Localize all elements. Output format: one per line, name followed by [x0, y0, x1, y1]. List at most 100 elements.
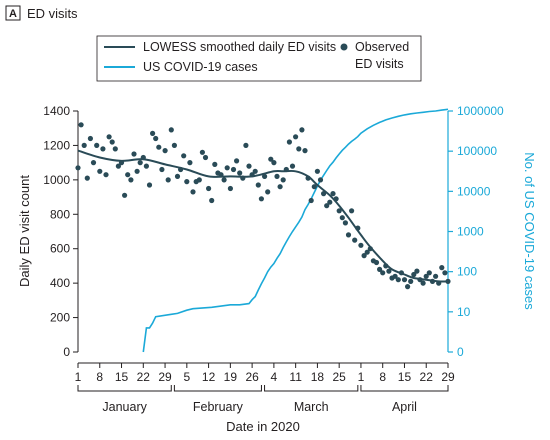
observed-point	[181, 153, 187, 159]
observed-point	[380, 270, 386, 276]
month-bracket	[360, 385, 449, 392]
observed-point	[94, 142, 100, 148]
month-label: April	[392, 400, 417, 414]
observed-point	[190, 189, 196, 195]
observed-point	[274, 173, 280, 179]
observed-point	[140, 154, 146, 161]
observed-point	[78, 122, 84, 128]
observed-point	[271, 160, 277, 166]
x-tick-label: 15	[398, 370, 412, 384]
observed-point	[289, 163, 296, 169]
legend-covid-label: US COVID-19 cases	[143, 60, 258, 74]
observed-point	[426, 270, 432, 276]
legend-observed-label-line2: ED visits	[355, 57, 404, 71]
legend-lowess-label: LOWESS smoothed daily ED visits	[143, 40, 336, 54]
observed-point	[367, 246, 373, 252]
observed-point	[439, 265, 445, 271]
observed-point	[125, 172, 131, 178]
right-tick-label: 100000	[457, 144, 497, 158]
x-ticks: 1 8 15 22 29 5 12 19 26 4 11 18 25 1 8 15 22 29	[75, 363, 455, 384]
observed-point	[122, 192, 128, 198]
observed-point	[128, 177, 134, 183]
x-tick-label: 1	[358, 370, 365, 384]
observed-point	[258, 196, 264, 202]
panel-letter: A	[9, 8, 17, 20]
observed-point	[255, 182, 261, 188]
observed-point	[401, 277, 408, 283]
observed-point	[308, 197, 314, 204]
x-tick-label: 22	[420, 370, 434, 384]
panel-letter-box	[5, 5, 21, 21]
observed-point	[202, 154, 209, 161]
month-bracket	[264, 385, 359, 392]
observed-point	[199, 149, 205, 155]
observed-point	[383, 263, 389, 269]
observed-point	[115, 163, 121, 169]
x-tick-label: 5	[183, 370, 190, 384]
observed-point	[342, 220, 348, 226]
left-tick-label: 200	[50, 311, 70, 325]
observed-point	[171, 142, 177, 148]
observed-point	[187, 160, 193, 166]
observed-point	[277, 184, 283, 190]
observed-point	[324, 203, 330, 209]
observed-point	[174, 173, 181, 179]
observed-point	[345, 232, 352, 238]
observed-point	[143, 163, 149, 169]
observed-point	[293, 134, 299, 140]
x-tick-label: 11	[289, 370, 302, 384]
x-tick-label: 18	[311, 370, 325, 384]
observed-point	[280, 177, 286, 183]
observed-point	[429, 278, 436, 284]
observed-point	[150, 130, 156, 136]
left-tick-label: 1400	[43, 104, 70, 118]
y-axis-title: Daily ED visit count	[17, 175, 32, 287]
observed-point	[436, 280, 442, 286]
observed-point	[159, 166, 165, 173]
month-label: March	[294, 400, 329, 414]
observed-point	[218, 172, 224, 178]
observed-point	[234, 158, 240, 164]
observed-point	[355, 225, 361, 231]
observed-point	[311, 184, 317, 190]
month-brackets: January February March April	[77, 385, 449, 414]
observed-point	[433, 273, 439, 279]
observed-point	[286, 139, 292, 145]
month-label: February	[193, 400, 244, 414]
observed-point	[109, 139, 115, 145]
y2-axis-title: No. of US COVID-19 cases	[522, 152, 537, 310]
observed-point	[373, 259, 380, 266]
observed-point	[184, 179, 190, 185]
left-tick-label: 800	[50, 207, 70, 221]
x-tick-label: 12	[202, 370, 216, 384]
observed-point	[237, 170, 243, 176]
observed-point	[339, 215, 345, 221]
observed-point	[411, 271, 417, 278]
month-bracket	[77, 385, 172, 392]
observed-point	[445, 278, 451, 284]
right-tick-label: 10	[457, 305, 471, 319]
observed-point	[414, 268, 420, 274]
observed-point	[162, 148, 168, 154]
observed-point	[420, 280, 426, 286]
observed-point	[349, 208, 355, 214]
legend: LOWESS smoothed daily ED visits US COVID…	[96, 35, 422, 82]
observed-point	[330, 191, 336, 197]
observed-point	[165, 177, 171, 183]
observed-point	[146, 182, 153, 188]
observed-point	[364, 249, 370, 255]
legend-observed-swatch	[340, 43, 348, 51]
observed-point	[327, 199, 333, 205]
observed-point	[358, 242, 364, 248]
observed-point	[206, 185, 212, 192]
observed-point	[408, 278, 414, 284]
observed-point	[178, 166, 184, 173]
left-tick-label: 600	[50, 242, 70, 256]
observed-point	[299, 127, 305, 133]
x-tick-label: 22	[137, 370, 151, 384]
x-tick-label: 8	[96, 370, 103, 384]
x-tick-label: 8	[379, 370, 386, 384]
observed-point	[386, 268, 392, 274]
left-ticks: 0 200 400 600 800 1000 1200 1400	[43, 104, 78, 359]
